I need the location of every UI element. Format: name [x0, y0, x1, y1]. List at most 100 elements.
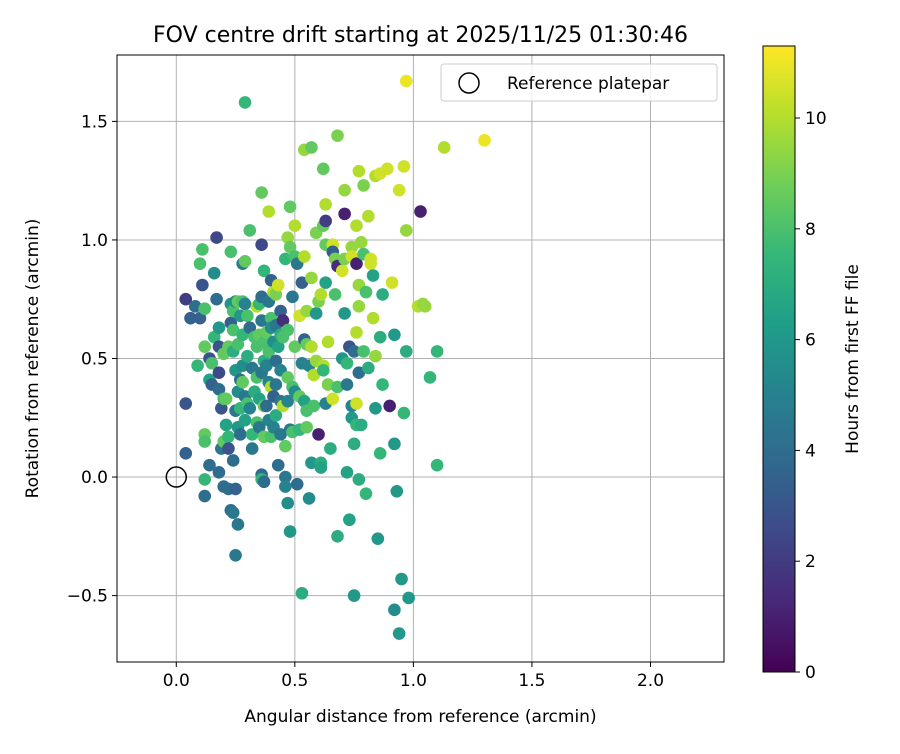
data-point [319, 214, 332, 228]
data-point [241, 309, 254, 323]
x-tick-label: 2.0 [637, 671, 664, 691]
data-point [305, 141, 318, 154]
data-point [279, 470, 292, 484]
data-point [283, 525, 297, 538]
data-point [196, 243, 209, 256]
data-point [331, 129, 344, 142]
data-point [347, 589, 361, 602]
y-tick-label: 1.0 [81, 231, 108, 251]
data-point [397, 160, 411, 173]
data-point [224, 245, 238, 259]
data-point [198, 302, 212, 316]
data-point [281, 371, 295, 384]
data-point [233, 428, 247, 441]
data-point [298, 394, 311, 408]
data-point [212, 466, 226, 479]
data-point [395, 572, 408, 586]
data-point [281, 496, 295, 510]
data-point [350, 219, 363, 233]
data-point [385, 276, 399, 289]
colorbar [762, 45, 796, 673]
colorbar-tick-label: 8 [805, 220, 816, 240]
data-point [281, 394, 295, 408]
data-point [215, 401, 228, 415]
colorbar-tick-label: 0 [805, 663, 816, 683]
data-point [245, 361, 259, 375]
data-point [338, 207, 351, 221]
y-tick-label: 0.5 [81, 350, 108, 370]
data-point [288, 219, 302, 233]
data-point [238, 413, 252, 427]
data-point [281, 323, 295, 337]
data-point [283, 240, 297, 254]
legend: Reference platepar [440, 63, 718, 102]
x-tick-label: 1.5 [518, 671, 545, 691]
data-point [376, 288, 389, 301]
data-point [241, 349, 254, 363]
data-point [309, 307, 323, 320]
data-point [279, 252, 292, 266]
data-point [179, 397, 193, 410]
data-point [399, 74, 413, 88]
data-point [305, 271, 318, 285]
data-point [295, 586, 309, 600]
data-point [369, 401, 382, 415]
data-point [271, 340, 285, 353]
data-point [388, 437, 401, 451]
reference-platepar-marker [165, 466, 188, 488]
data-point [274, 304, 287, 318]
data-point [288, 340, 302, 353]
data-point [369, 349, 382, 363]
data-point [255, 186, 268, 199]
data-point [231, 337, 245, 351]
data-point [255, 314, 268, 327]
data-point [279, 439, 292, 453]
data-point [307, 368, 321, 382]
data-point [350, 326, 363, 339]
data-point [260, 359, 273, 372]
data-point [352, 473, 366, 486]
data-point [222, 442, 235, 455]
data-point [269, 288, 283, 301]
data-point [359, 487, 373, 500]
data-point [243, 224, 257, 237]
data-point [290, 477, 304, 491]
data-point [210, 231, 223, 244]
data-point [392, 183, 406, 197]
data-point [321, 335, 335, 349]
data-point [198, 473, 212, 486]
data-point [226, 506, 240, 519]
data-point [219, 418, 233, 432]
data-point [366, 311, 380, 325]
chart-title: FOV centre drift starting at 2025/11/25 … [153, 23, 688, 48]
data-point [229, 482, 242, 496]
data-point [260, 399, 273, 413]
data-point [340, 466, 354, 479]
y-axis-ticks: −0.5 0.0 0.5 1.0 1.5 [67, 112, 117, 607]
colorbar-label: Hours from first FF file [843, 264, 863, 454]
data-point [354, 418, 368, 432]
data-point [207, 266, 221, 280]
data-point [316, 162, 330, 176]
x-axis-ticks: 0.0 0.5 1.0 1.5 2.0 [163, 662, 664, 691]
data-point [262, 205, 276, 218]
data-point [212, 383, 226, 396]
data-point [191, 359, 204, 372]
data-point [222, 430, 235, 444]
data-point [335, 264, 349, 278]
data-point [226, 454, 240, 467]
data-point [314, 461, 328, 474]
data-point [373, 447, 387, 460]
data-point [350, 257, 363, 270]
data-point [418, 300, 432, 313]
data-point [357, 179, 370, 192]
data-point [269, 354, 283, 368]
data-point [352, 300, 366, 313]
x-tick-label: 0.0 [163, 671, 190, 691]
y-axis-label: Rotation from reference (arcmin) [23, 219, 43, 499]
data-point [357, 345, 370, 358]
data-point [314, 288, 328, 301]
data-point [198, 340, 212, 353]
data-point [193, 257, 207, 270]
